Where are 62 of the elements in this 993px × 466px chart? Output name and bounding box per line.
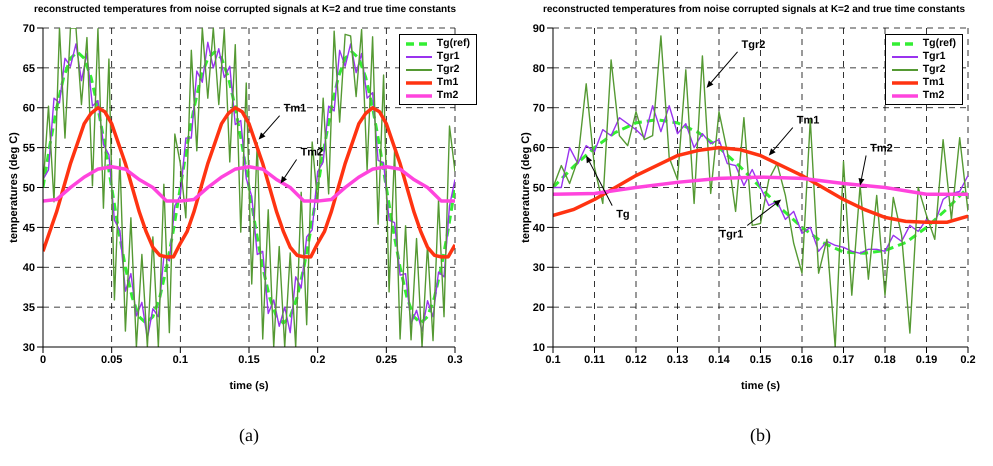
y-tick-label: 40 (22, 262, 35, 274)
x-tick-label: 0.2 (960, 354, 976, 366)
chart-title: reconstructed temperatures from noise corrupted signals at K=2 and true time constants (542, 4, 966, 15)
chart-title: reconstructed temperatures from noise corrupted signals at K=2 and true time constants (34, 4, 456, 15)
annotation: Tm1 (284, 102, 306, 115)
y-tick-label: 35 (22, 302, 35, 314)
legend-label: Tgr2 (922, 63, 946, 76)
y-tick-label: 80 (532, 62, 545, 75)
x-axis-title: time (s) (229, 380, 269, 392)
legend-label: Tm2 (436, 89, 458, 102)
y-tick-label: 45 (22, 222, 35, 234)
x-tick-label: 0.16 (791, 354, 813, 366)
legend-label: Tgr1 (922, 50, 946, 63)
legend-label: Tm1 (922, 76, 944, 89)
y-tick-label: 10 (532, 342, 545, 354)
y-tick-label: 40 (532, 222, 545, 234)
x-tick-label: 0.13 (666, 354, 688, 366)
line-series (43, 165, 455, 203)
y-tick-label: 70 (22, 22, 35, 35)
x-tick-label: 0 (40, 354, 46, 366)
x-tick-label: 0.1 (172, 354, 188, 366)
legend-label: Tm1 (436, 76, 458, 89)
annotation: Tgr2 (742, 38, 766, 51)
x-tick-label: 0.2 (310, 354, 326, 366)
y-tick-label: 70 (532, 102, 545, 115)
y-tick-label: 90 (532, 22, 545, 35)
x-axis-title: time (s) (740, 380, 780, 392)
y-tick-label: 55 (22, 142, 35, 155)
legend-label: Tg(ref) (436, 37, 470, 50)
line-series (553, 175, 968, 196)
y-tick-label: 50 (532, 182, 545, 194)
x-tick-label: 0.15 (238, 354, 260, 366)
x-tick-label: 0.15 (750, 354, 772, 366)
y-tick-label: 30 (532, 262, 545, 274)
y-tick-label: 50 (22, 182, 35, 194)
x-tick-label: 0.1 (545, 354, 561, 366)
line-series (553, 146, 968, 224)
y-tick-label: 20 (532, 302, 545, 314)
x-tick-label: 0.05 (100, 354, 122, 366)
legend-label: Tm2 (922, 89, 944, 102)
y-axis-title: temperatures (deg C) (520, 132, 532, 243)
y-tick-label: 60 (532, 142, 545, 155)
x-tick-label: 0.12 (625, 354, 647, 366)
x-tick-label: 0.19 (916, 354, 938, 366)
text: (a) (238, 425, 260, 446)
y-tick-label: 30 (22, 342, 35, 354)
annotation: Tgr1 (719, 228, 744, 240)
x-tick-label: 0.14 (708, 354, 731, 366)
text: (b) (749, 425, 772, 446)
x-tick-label: 0.18 (874, 354, 896, 366)
x-tick-label: 0.11 (584, 354, 605, 366)
x-tick-label: 0.3 (447, 354, 463, 366)
annotation: Tg (616, 208, 630, 221)
x-tick-label: 0.25 (376, 354, 398, 366)
legend-label: Tgr1 (436, 50, 460, 63)
legend-label: Tgr2 (436, 63, 460, 76)
y-axis-title: temperatures (deg C) (8, 132, 20, 243)
legend-label: Tg(ref) (922, 37, 956, 50)
x-tick-label: 0.17 (832, 354, 854, 366)
y-tick-label: 60 (22, 102, 35, 115)
annotation: Tm2 (870, 142, 893, 155)
y-tick-label: 65 (22, 62, 35, 75)
